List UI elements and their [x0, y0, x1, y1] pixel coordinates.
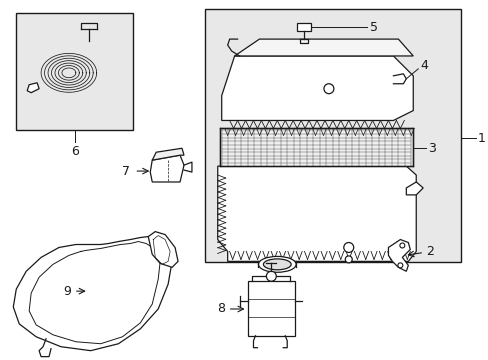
Polygon shape: [406, 182, 422, 195]
Text: 9: 9: [63, 285, 71, 298]
Polygon shape: [221, 56, 412, 121]
Bar: [247, 281, 295, 336]
Text: 8: 8: [216, 302, 224, 315]
Polygon shape: [217, 166, 415, 261]
Text: 6: 6: [71, 145, 79, 158]
Polygon shape: [152, 148, 183, 160]
Polygon shape: [148, 231, 178, 267]
Polygon shape: [27, 83, 39, 93]
Text: 3: 3: [427, 142, 435, 155]
Circle shape: [399, 243, 404, 248]
Circle shape: [345, 256, 351, 263]
Text: 7: 7: [122, 165, 130, 177]
Polygon shape: [150, 155, 183, 182]
Circle shape: [343, 243, 353, 252]
Polygon shape: [13, 237, 172, 351]
Text: 5: 5: [369, 21, 377, 34]
Text: 2: 2: [426, 245, 433, 258]
Ellipse shape: [258, 256, 296, 272]
Polygon shape: [234, 39, 412, 56]
Polygon shape: [387, 239, 409, 271]
Ellipse shape: [263, 259, 290, 270]
Text: 1: 1: [477, 132, 485, 145]
Circle shape: [266, 271, 276, 281]
Bar: [297, 23, 310, 31]
Circle shape: [397, 263, 402, 268]
Bar: [219, 129, 412, 166]
Circle shape: [323, 84, 333, 94]
Text: 4: 4: [419, 59, 427, 72]
Bar: [16, 13, 133, 130]
Bar: [204, 9, 460, 262]
